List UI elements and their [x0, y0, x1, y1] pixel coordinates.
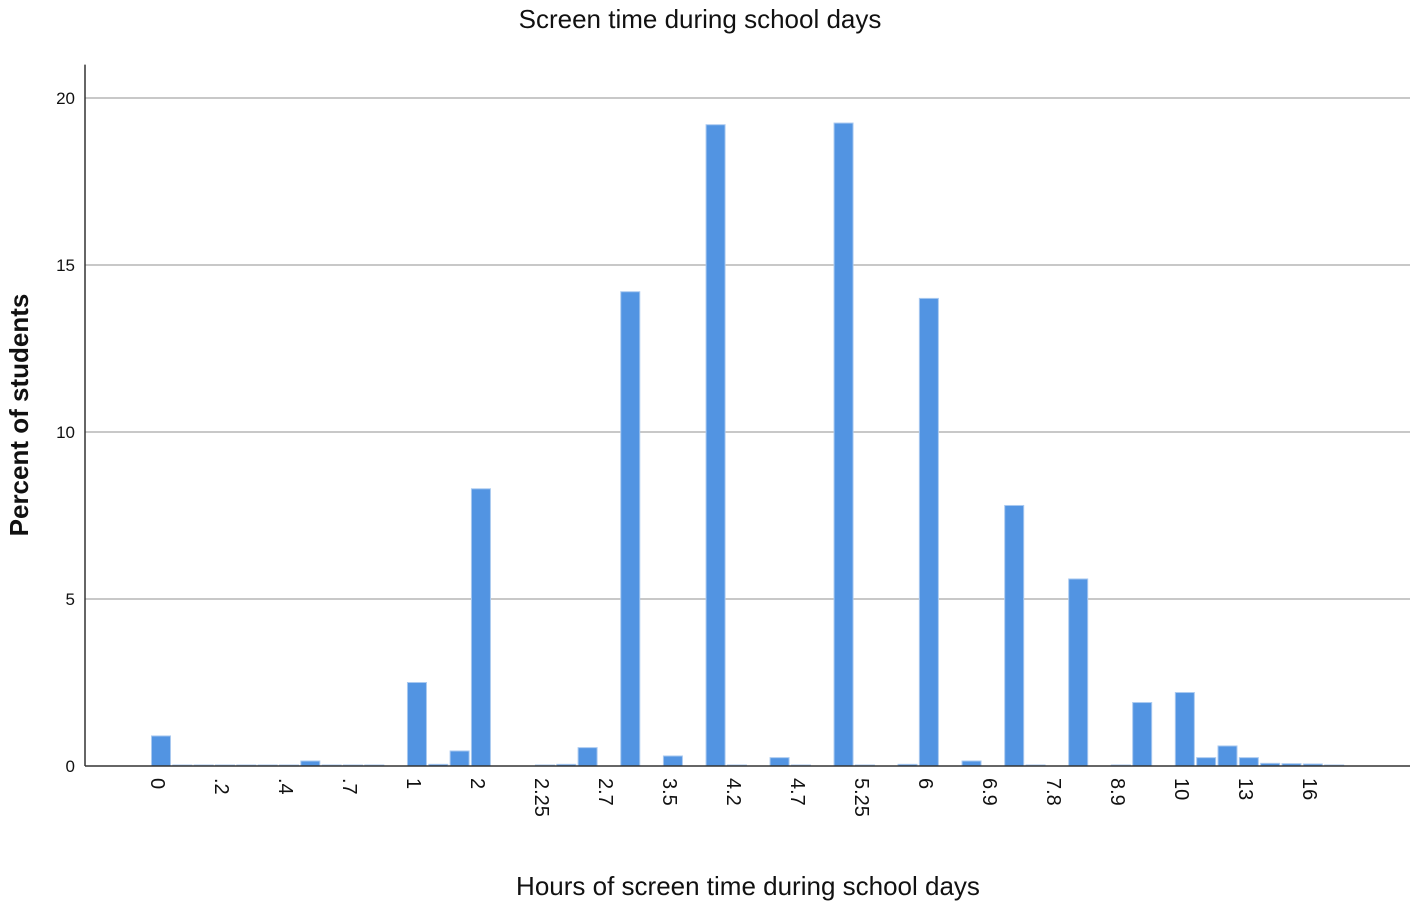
- bar: [1174, 692, 1195, 767]
- bar: [662, 755, 683, 767]
- x-tick-label: 4.2: [722, 778, 744, 806]
- y-tick-label: 10: [56, 423, 75, 442]
- y-axis-title: Percent of students: [4, 294, 34, 537]
- bar: [406, 682, 427, 767]
- x-tick-label: 16: [1298, 778, 1320, 800]
- bar: [918, 297, 939, 767]
- x-tick-label: 13: [1234, 778, 1256, 800]
- x-tick-label: .4: [274, 778, 296, 795]
- bar: [1238, 757, 1259, 767]
- x-tick-label: 3.5: [658, 778, 680, 806]
- bar: [1004, 504, 1025, 767]
- bar: [769, 757, 790, 767]
- bar: [1217, 745, 1238, 767]
- x-tick-label: 2.25: [530, 778, 552, 817]
- x-axis-title: Hours of screen time during school days: [516, 871, 980, 901]
- bar: [1196, 757, 1217, 767]
- x-tick-label: .2: [210, 778, 232, 795]
- x-tick-label: .7: [338, 778, 360, 795]
- bar: [449, 750, 470, 767]
- y-tick-label: 15: [56, 256, 75, 275]
- x-tick-label: 0: [146, 778, 168, 789]
- bar: [705, 124, 726, 767]
- bar: [300, 760, 321, 767]
- x-tick-label: 1: [402, 778, 424, 789]
- x-tick-label: 8.9: [1106, 778, 1128, 806]
- bar: [1132, 702, 1153, 767]
- bar: [470, 488, 491, 767]
- x-tick-label: 7.8: [1042, 778, 1064, 806]
- x-tick-label: 5.25: [850, 778, 872, 817]
- bar: [151, 735, 171, 767]
- y-tick-label: 20: [56, 89, 75, 108]
- bar: [833, 122, 854, 767]
- x-tick-label: 2.7: [594, 778, 616, 806]
- bar: [961, 760, 982, 767]
- x-tick-label: 6.9: [978, 778, 1000, 806]
- chart-title: Screen time during school days: [519, 4, 882, 34]
- y-tick-label: 5: [66, 590, 75, 609]
- bar: [577, 747, 598, 767]
- y-tick-label: 0: [66, 757, 75, 776]
- bar: [1068, 578, 1089, 767]
- x-tick-label: 10: [1170, 778, 1192, 800]
- x-tick-label: 2: [466, 778, 488, 789]
- x-tick-label: 4.7: [786, 778, 808, 806]
- bar: [620, 291, 641, 767]
- x-tick-label: 6: [914, 778, 936, 789]
